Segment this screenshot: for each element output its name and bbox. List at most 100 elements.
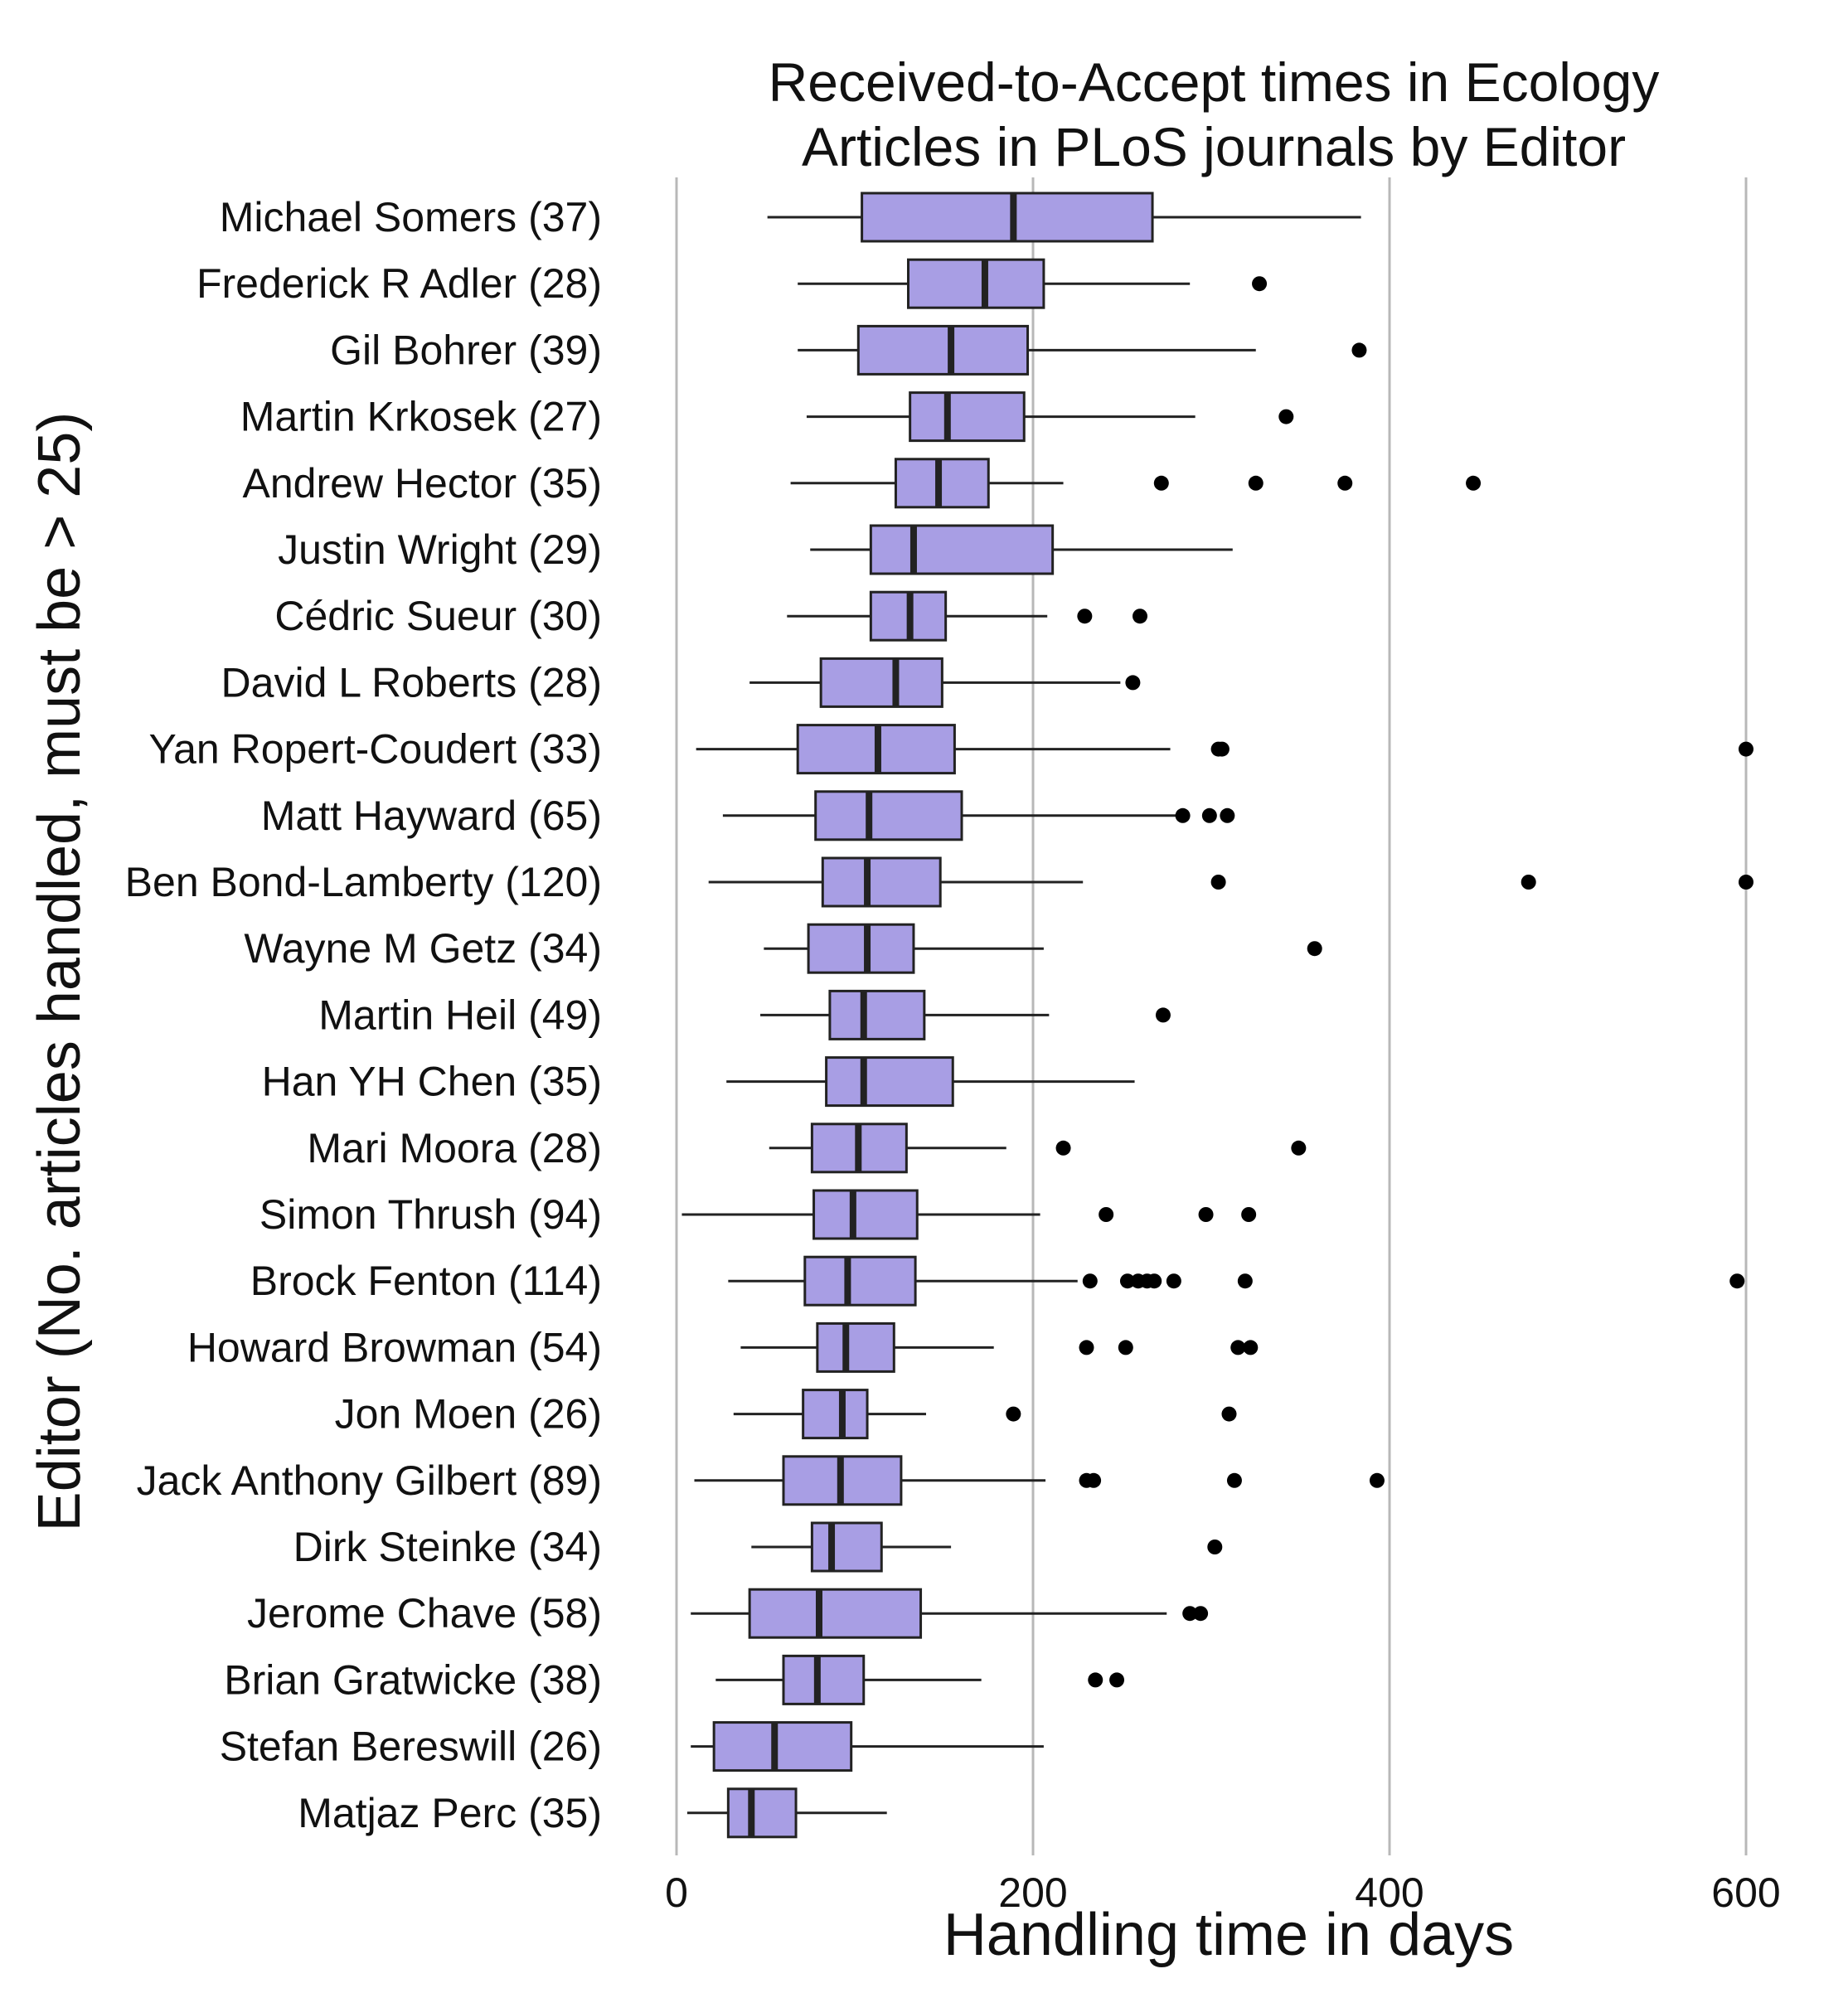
outlier-point [1237, 1273, 1253, 1289]
x-tick-labels: 0 200 400 600 [665, 1869, 1781, 1916]
outlier-point [1125, 675, 1141, 691]
iqr-box [726, 1787, 798, 1839]
outlier-point [1055, 1140, 1071, 1156]
box-row-8 [696, 724, 1753, 775]
outlier-point [1214, 741, 1230, 757]
box-row-12 [760, 989, 1171, 1040]
iqr-box [814, 790, 963, 841]
category-label-18: Jon Moen (26) [335, 1391, 602, 1438]
outlier-point [1099, 1207, 1114, 1222]
outlier-point [1082, 1273, 1098, 1289]
category-label-2: Gil Bohrer (39) [330, 327, 602, 373]
iqr-box [819, 657, 943, 708]
category-label-24: Matjaz Perc (35) [298, 1790, 602, 1836]
box-row-13 [726, 1056, 1135, 1108]
outlier-point [1521, 875, 1536, 890]
outlier-point [1307, 941, 1322, 957]
iqr-box [782, 1654, 866, 1705]
iqr-box [894, 458, 990, 509]
box-row-5 [810, 524, 1233, 575]
iqr-box [821, 856, 942, 908]
outlier-point [1118, 1340, 1133, 1355]
outlier-point [1193, 1606, 1209, 1622]
box-row-1 [798, 258, 1268, 309]
outlier-point [1182, 1606, 1198, 1622]
iqr-box [802, 1389, 869, 1440]
iqr-box [810, 1521, 883, 1573]
outlier-point [1466, 475, 1482, 491]
box-row-2 [798, 324, 1367, 376]
iqr-box [869, 524, 1055, 575]
category-label-14: Mari Moora (28) [307, 1125, 602, 1171]
outlier-point [1086, 1472, 1102, 1488]
iqr-box [807, 923, 915, 974]
outlier-point [1729, 1273, 1745, 1289]
outlier-point [1220, 807, 1235, 823]
iqr-box [909, 391, 1026, 443]
category-label-3: Martin Krkosek (27) [240, 394, 602, 440]
outlier-point [1079, 1340, 1094, 1355]
category-label-8: Yan Ropert-Coudert (33) [148, 726, 602, 773]
box-row-17 [740, 1321, 1259, 1373]
outlier-point [1351, 342, 1367, 358]
outlier-point [1739, 741, 1753, 757]
box-row-4 [790, 458, 1482, 509]
chart-title-line-2: Articles in PLoS journals by Editor [802, 116, 1626, 177]
box-row-14 [769, 1123, 1307, 1174]
category-label-4: Andrew Hector (35) [243, 460, 603, 507]
outlier-point [1006, 1406, 1021, 1422]
outlier-point [1243, 1340, 1259, 1355]
iqr-box [856, 324, 1030, 376]
category-label-22: Brian Gratwicke (38) [224, 1656, 602, 1703]
gridlines [675, 177, 1748, 1855]
box-row-23 [691, 1721, 1044, 1772]
iqr-box [816, 1321, 895, 1373]
box-row-11 [764, 923, 1322, 974]
outlier-point [1155, 1007, 1171, 1023]
category-label-7: David L Roberts (28) [221, 659, 602, 706]
iqr-box [861, 192, 1154, 243]
box-row-15 [681, 1189, 1257, 1240]
category-label-23: Stefan Bereswill (26) [220, 1724, 602, 1770]
boxes-layer [681, 192, 1753, 1839]
category-label-1: Frederick R Adler (28) [196, 260, 602, 307]
iqr-box [825, 1056, 954, 1108]
outlier-point [1133, 609, 1147, 624]
category-label-17: Howard Browman (54) [187, 1324, 602, 1370]
outlier-point [1119, 1273, 1135, 1289]
box-row-21 [691, 1588, 1209, 1639]
outlier-point [1337, 475, 1353, 491]
box-row-3 [806, 391, 1294, 443]
outlier-point [1175, 807, 1191, 823]
box-row-10 [708, 856, 1753, 908]
x-axis-label: Handling time in days [943, 1902, 1514, 1968]
category-label-16: Brock Fenton (114) [250, 1258, 602, 1304]
category-label-20: Dirk Steinke (34) [293, 1524, 602, 1570]
outlier-point [1109, 1672, 1125, 1688]
outlier-point [1291, 1140, 1307, 1156]
x-tick-label-0: 0 [665, 1869, 688, 1916]
category-label-15: Simon Thrush (94) [259, 1191, 602, 1238]
outlier-point [1153, 475, 1169, 491]
box-row-6 [787, 590, 1147, 642]
outlier-point [1201, 807, 1217, 823]
y-axis-label: Editor (No. articles handled, must be > … [27, 412, 93, 1532]
outlier-point [1739, 875, 1753, 890]
category-label-19: Jack Anthony Gilbert (89) [137, 1457, 602, 1504]
iqr-box [907, 258, 1045, 309]
box-row-19 [694, 1455, 1385, 1506]
iqr-box [803, 1255, 917, 1307]
category-label-0: Michael Somers (37) [220, 194, 602, 240]
outlier-point [1369, 1472, 1385, 1488]
box-row-0 [767, 192, 1361, 243]
outlier-point [1241, 1207, 1257, 1222]
category-label-5: Justin Wright (29) [278, 526, 602, 573]
outlier-point [1221, 1406, 1237, 1422]
category-labels: Michael Somers (37) Frederick R Adler (28… [125, 194, 602, 1836]
category-label-9: Matt Hayward (65) [261, 793, 602, 839]
x-tick-label-400: 400 [1355, 1869, 1424, 1916]
x-tick-label-200: 200 [998, 1869, 1067, 1916]
outlier-point [1230, 1340, 1246, 1355]
chart-title-line-1: Received-to-Accept times in Ecology [769, 51, 1660, 113]
